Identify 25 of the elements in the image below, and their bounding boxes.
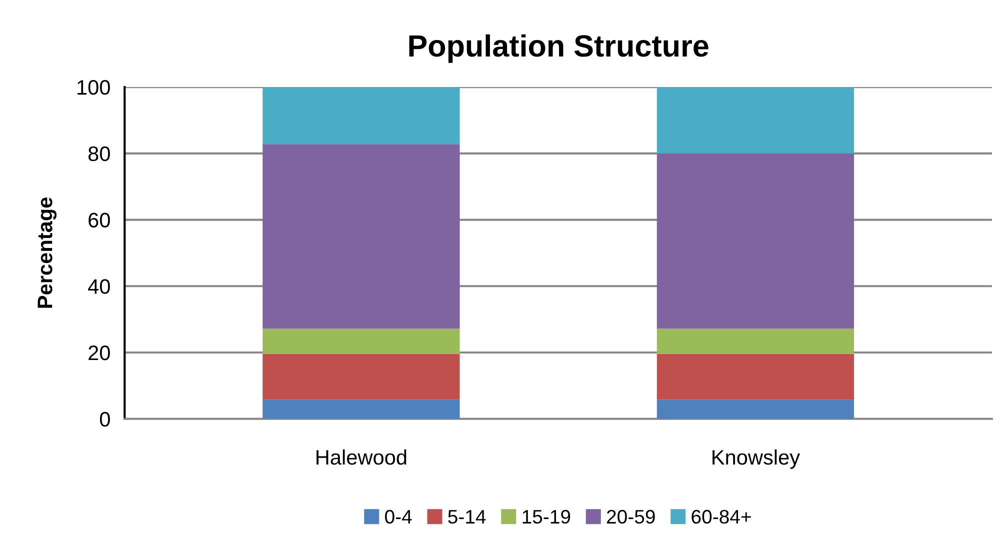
- y-axis-title: Percentage: [38, 198, 57, 308]
- bar: [262, 354, 460, 400]
- y-tick-label: 60: [88, 212, 110, 228]
- bar: [656, 87, 854, 154]
- bar: [656, 328, 854, 354]
- y-tick-label: 40: [88, 279, 110, 294]
- bar: [262, 400, 460, 419]
- legend-label: 15-19: [522, 510, 570, 524]
- bar: [262, 328, 460, 354]
- bar: [656, 354, 854, 400]
- y-tick-label: 100: [78, 80, 110, 95]
- bar: [656, 153, 854, 329]
- bar: [262, 144, 460, 329]
- y-tick-label: 20: [88, 346, 110, 360]
- x-tick-label: Halewood: [316, 449, 406, 465]
- legend-label: 5-14: [448, 510, 486, 524]
- legend-label: 60-84+: [692, 510, 751, 524]
- legend-label: 0-4: [385, 510, 412, 524]
- bar: [262, 87, 460, 144]
- y-tick-label: 80: [88, 146, 110, 162]
- y-tick-label: 0: [100, 412, 110, 427]
- bar: [656, 400, 854, 419]
- chart-title: Population Structure: [409, 34, 708, 63]
- x-tick-label: Knowsley: [712, 449, 800, 469]
- legend-label: 20-59: [606, 510, 655, 524]
